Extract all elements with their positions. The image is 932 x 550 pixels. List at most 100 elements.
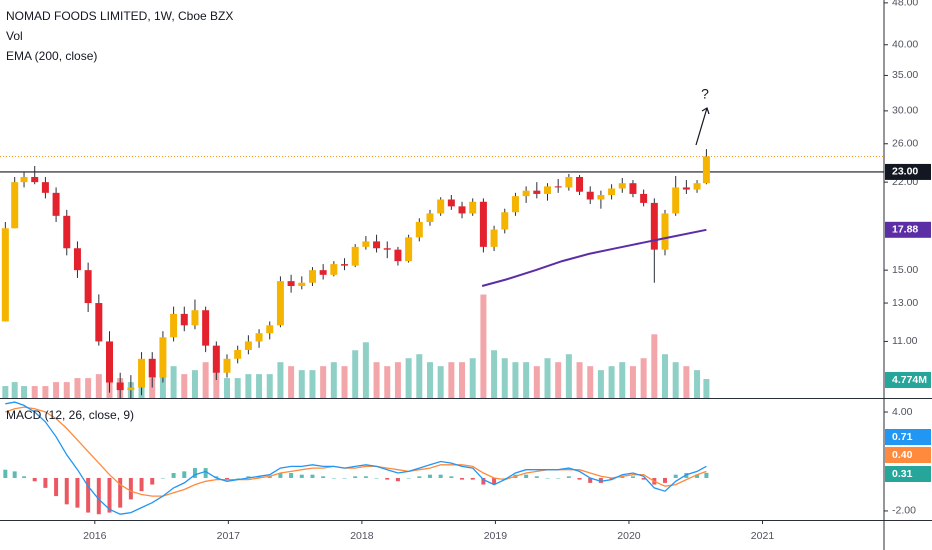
macd-histogram-bar [385, 477, 390, 480]
candle-body [73, 248, 81, 271]
macd-histogram-bar [64, 477, 69, 505]
candle-body [565, 176, 573, 188]
histogram-last-label: 0.31 [892, 468, 913, 480]
volume-bar [234, 378, 241, 398]
candle-body [138, 358, 146, 388]
volume-bar [629, 366, 636, 398]
macd-histogram-bar [374, 477, 379, 479]
macd-histogram-bar [673, 474, 678, 478]
macd-histogram-bar [289, 473, 294, 478]
volume-bar [394, 362, 401, 398]
candle-body [490, 229, 498, 247]
macd-histogram-bar [299, 474, 304, 478]
volume-bar [191, 370, 198, 398]
macd-histogram-bar [267, 476, 272, 478]
candle-body [52, 192, 60, 216]
volume-bar [170, 366, 177, 398]
macd-histogram-bar [524, 474, 529, 478]
volume-bar [266, 374, 273, 398]
volume-bar [213, 370, 220, 398]
candle-body [447, 199, 455, 207]
candle-body [41, 182, 49, 193]
candle-body [362, 241, 370, 247]
annotation: ? [701, 86, 709, 102]
y-tick-label: 26.00 [892, 138, 918, 150]
candle-body [159, 337, 167, 378]
volume-bar [352, 350, 359, 398]
candle-body [458, 206, 466, 214]
hline-label: 23.00 [892, 166, 918, 178]
macd-histogram-bar [695, 474, 700, 478]
candle-body [415, 221, 423, 238]
x-tick-label: 2016 [83, 530, 107, 542]
ema-legend: EMA (200, close) [6, 49, 97, 63]
volume-bar [544, 358, 551, 398]
candle-body [608, 188, 616, 196]
volume-bar [63, 382, 70, 398]
macd-histogram-bar [427, 474, 432, 478]
volume-bar [298, 370, 305, 398]
volume-bar [651, 334, 658, 398]
macd-histogram-bar [684, 473, 689, 478]
volume-bar [405, 358, 412, 398]
volume-bar [245, 374, 252, 398]
volume-bar [85, 378, 92, 398]
macd-histogram-bar [395, 477, 400, 482]
macd-histogram-bar [406, 477, 411, 479]
volume-bar [608, 366, 615, 398]
macd-histogram-bar [545, 477, 550, 479]
volume-bar [74, 378, 81, 398]
y-tick-label: 48.00 [892, 0, 918, 9]
histogram-last-label-bg [885, 466, 931, 482]
volume-bar [362, 342, 369, 398]
macd-histogram-bar [641, 477, 646, 480]
candle-body [640, 193, 648, 203]
macd-histogram-bar [182, 471, 187, 478]
macd-last-label: 0.71 [892, 431, 913, 443]
macd-histogram-bar [663, 477, 668, 483]
macd-histogram-bar [577, 477, 582, 480]
y-tick-label: 35.00 [892, 69, 918, 81]
macd-histogram-bar [556, 477, 561, 479]
macd-histogram-bar [438, 474, 443, 478]
volume-bar [491, 350, 498, 398]
volume-bar [320, 366, 327, 398]
volume-bar [480, 294, 487, 398]
candle-body [95, 303, 103, 342]
macd-histogram-bar [171, 473, 176, 478]
volume-bar [341, 366, 348, 398]
ema-last-label-bg [885, 221, 931, 238]
volume-bar [42, 386, 49, 398]
macd-histogram-bar [160, 477, 165, 479]
macd-histogram-bar [278, 473, 283, 478]
volume-bar [277, 362, 284, 398]
volume-bar [619, 362, 626, 398]
candle-body [682, 187, 690, 190]
macd-histogram-bar [620, 476, 625, 478]
y-tick-label: 30.00 [892, 105, 918, 117]
volume-bar [416, 354, 423, 398]
candle-body [341, 264, 349, 266]
volume-bar [2, 386, 9, 398]
y-tick-label: 11.00 [892, 335, 918, 347]
volume-bar [181, 374, 188, 398]
macd-histogram-bar [86, 477, 91, 513]
candle-body [255, 333, 263, 342]
candle-body [650, 202, 658, 250]
chart-title: NOMAD FOODS LIMITED, 1W, Cboe BZX [6, 9, 233, 23]
macd-y-tick-label: -2.00 [892, 505, 916, 517]
macd-histogram-bar [566, 476, 571, 478]
candle-body [702, 156, 710, 184]
macd-histogram-bar [246, 476, 251, 478]
macd-histogram-bar [22, 476, 27, 478]
hline-label-bg [885, 163, 931, 180]
candle-body [383, 248, 391, 250]
candle-body [629, 183, 637, 194]
macd-histogram-bar [96, 477, 101, 515]
ema-line [481, 228, 707, 287]
macd-histogram-bar [342, 477, 347, 479]
macd-histogram-bar [203, 468, 208, 478]
macd-histogram-bar [107, 477, 112, 513]
candle-body [223, 358, 231, 373]
macd-last-label-bg [885, 429, 931, 445]
